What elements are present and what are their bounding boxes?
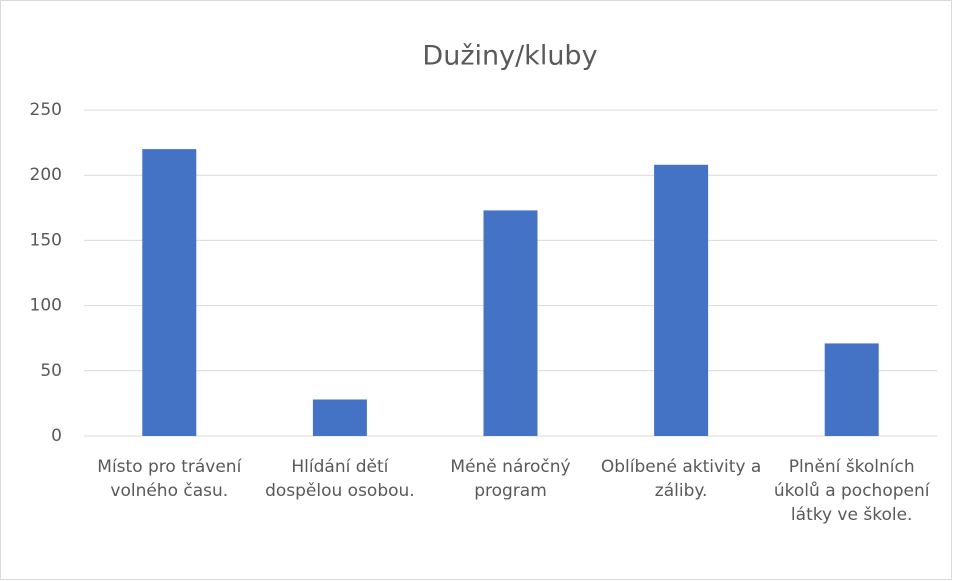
x-tick-label: Plnění školních úkolů a pochopení látky … [773,457,930,525]
y-tick-label: 250 [30,100,62,120]
x-tick-label: Hlídání dětí dospělou osobou. [265,457,415,501]
y-tick-label: 100 [30,296,62,316]
x-tick-label: Méně náročný program [450,457,571,501]
bar [483,210,538,436]
bar [142,149,197,436]
x-tick-label: Oblíbené aktivity a záliby. [600,457,762,501]
bar [824,343,879,436]
y-tick-label: 150 [30,230,62,250]
bar [312,399,367,436]
y-tick-label: 50 [40,361,62,381]
y-tick-label: 200 [30,165,62,185]
x-tick-label: Místo pro trávení volného času. [97,457,242,501]
chart-title: Dužiny/kluby [422,41,597,72]
y-tick-label: 0 [51,426,62,446]
bar [654,164,709,436]
